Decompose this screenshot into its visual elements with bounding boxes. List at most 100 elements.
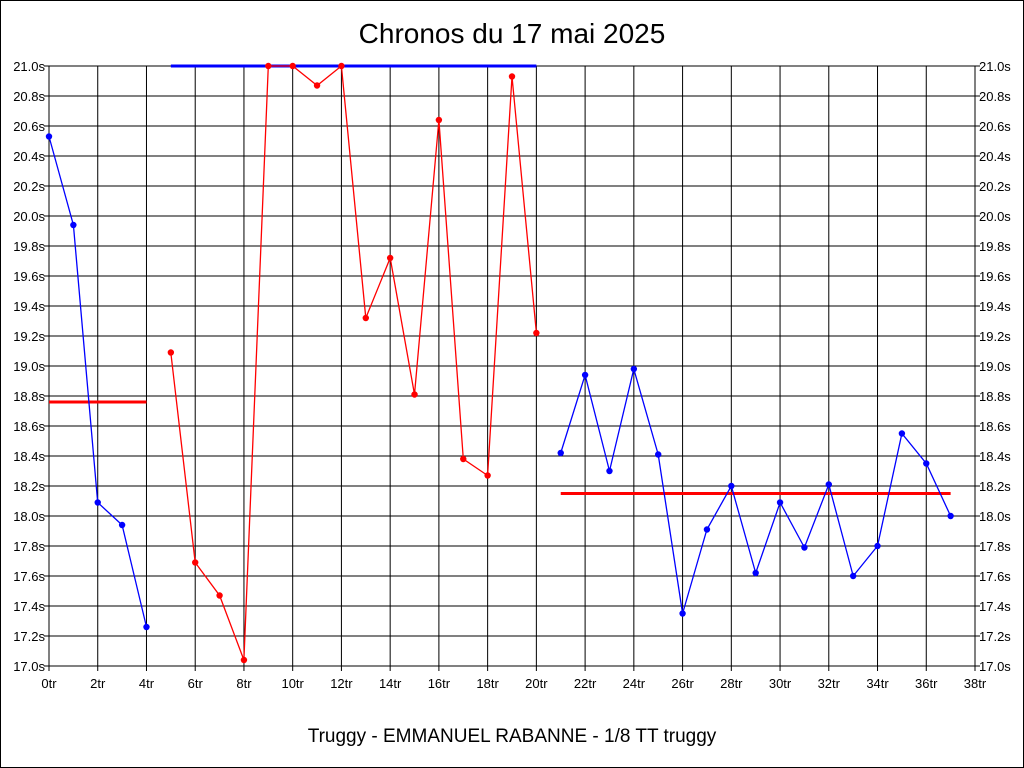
data-point <box>192 559 199 566</box>
data-point <box>679 610 686 617</box>
series <box>45 62 954 664</box>
data-point <box>94 499 101 506</box>
data-point <box>849 572 857 580</box>
data-point <box>265 62 272 70</box>
data-point <box>118 521 126 529</box>
data-point <box>411 391 418 398</box>
data-point <box>338 62 345 70</box>
series-1 <box>45 133 150 631</box>
data-point <box>947 512 954 520</box>
x-tick-label: 30tr <box>769 676 792 691</box>
y-tick-label: 18.4s <box>13 449 45 464</box>
x-tick-label: 18tr <box>476 676 499 691</box>
y-tick-label: 17.6s <box>13 569 45 584</box>
x-tick-label: 2tr <box>90 676 106 691</box>
y-tick-label-right: 18.8s <box>979 389 1011 404</box>
x-axis: 0tr 2tr 4tr 6tr 8tr 10tr 12tr 14tr 16tr 18tr 20tr 2… <box>41 666 987 691</box>
y-tick-label: 18.8s <box>13 389 45 404</box>
x-tick-label: 24tr <box>623 676 646 691</box>
y-tick-label: 19.2s <box>13 329 45 344</box>
data-point <box>776 499 784 506</box>
y-tick-label-right: 18.0s <box>979 509 1011 524</box>
y-tick-label-right: 17.2s <box>979 629 1011 644</box>
data-point <box>240 656 248 664</box>
data-point <box>752 569 759 577</box>
y-tick-label-right: 19.8s <box>979 239 1011 254</box>
x-tick-label: 34tr <box>866 676 889 691</box>
x-tick-label: 32tr <box>818 676 841 691</box>
data-point <box>898 430 906 437</box>
y-tick-label: 20.6s <box>13 119 45 134</box>
x-tick-label: 22tr <box>574 676 597 691</box>
x-tick-label: 16tr <box>428 676 451 691</box>
data-point <box>557 449 564 457</box>
data-point <box>362 314 369 322</box>
x-tick-label: 20tr <box>525 676 548 691</box>
y-tick-label: 19.0s <box>13 359 45 374</box>
data-point <box>313 82 321 89</box>
chart-caption: Truggy - EMMANUEL RABANNE - 1/8 TT trugg… <box>308 726 717 747</box>
y-tick-label-right: 17.4s <box>979 599 1011 614</box>
x-tick-label: 4tr <box>139 676 155 691</box>
data-point <box>386 254 394 262</box>
series-3 <box>557 365 954 617</box>
y-tick-label-right: 20.2s <box>979 179 1011 194</box>
series-line <box>170 64 538 661</box>
y-tick-label: 18.6s <box>13 419 45 434</box>
y-tick-label-right: 20.6s <box>979 119 1011 134</box>
y-tick-label-right: 20.8s <box>979 89 1011 104</box>
y-tick-label-right: 20.4s <box>979 149 1011 164</box>
data-point <box>606 467 613 475</box>
data-point <box>825 481 832 488</box>
y-tick-label-right: 17.0s <box>979 659 1011 674</box>
x-tick-label: 26tr <box>671 676 694 691</box>
data-point <box>533 329 540 337</box>
data-point <box>630 365 638 373</box>
y-tick-label-right: 17.8s <box>979 539 1011 554</box>
data-point <box>874 542 881 550</box>
y-tick-label: 21.0s <box>13 59 45 74</box>
data-point <box>216 592 223 599</box>
y-tick-label-right: 17.6s <box>979 569 1011 584</box>
x-tick-label: 10tr <box>281 676 304 691</box>
data-point <box>655 451 662 458</box>
x-tick-label: 38tr <box>964 676 987 691</box>
y-tick-label-right: 21.0s <box>979 59 1011 74</box>
y-tick-label-right: 19.2s <box>979 329 1011 344</box>
data-point <box>923 460 930 467</box>
y-tick-label-right: 18.6s <box>979 419 1011 434</box>
y-tick-label: 17.0s <box>13 659 45 674</box>
y-tick-label: 20.0s <box>13 209 45 224</box>
y-tick-label: 17.2s <box>13 629 45 644</box>
series-2 <box>167 62 540 664</box>
x-tick-label: 8tr <box>236 676 252 691</box>
x-tick-label: 6tr <box>188 676 204 691</box>
data-point <box>45 133 53 140</box>
y-tick-label: 20.2s <box>13 179 45 194</box>
x-tick-label: 28tr <box>720 676 743 691</box>
x-tick-label: 14tr <box>379 676 402 691</box>
y-tick-label-right: 18.2s <box>979 479 1011 494</box>
y-axis-left: 17.0s 17.2s 17.4s 17.6s 17.8s 18.0s 18.2s 18.4s… <box>13 59 49 674</box>
data-point <box>484 472 491 479</box>
data-point <box>801 544 808 551</box>
y-tick-label-right: 20.0s <box>979 209 1011 224</box>
y-tick-label: 19.6s <box>13 269 45 284</box>
data-point <box>70 221 77 229</box>
x-tick-label: 12tr <box>330 676 353 691</box>
data-point <box>703 526 711 533</box>
y-tick-label: 18.2s <box>13 479 45 494</box>
y-tick-label: 17.8s <box>13 539 45 554</box>
average-lines <box>49 64 951 495</box>
y-tick-label-right: 19.6s <box>979 269 1011 284</box>
data-point <box>581 371 589 379</box>
data-point <box>728 482 735 490</box>
y-tick-label: 19.4s <box>13 299 45 314</box>
data-point <box>143 623 150 631</box>
y-tick-label-right: 19.4s <box>979 299 1011 314</box>
data-point <box>508 73 516 80</box>
y-tick-label: 17.4s <box>13 599 45 614</box>
y-tick-label-right: 19.0s <box>979 359 1011 374</box>
